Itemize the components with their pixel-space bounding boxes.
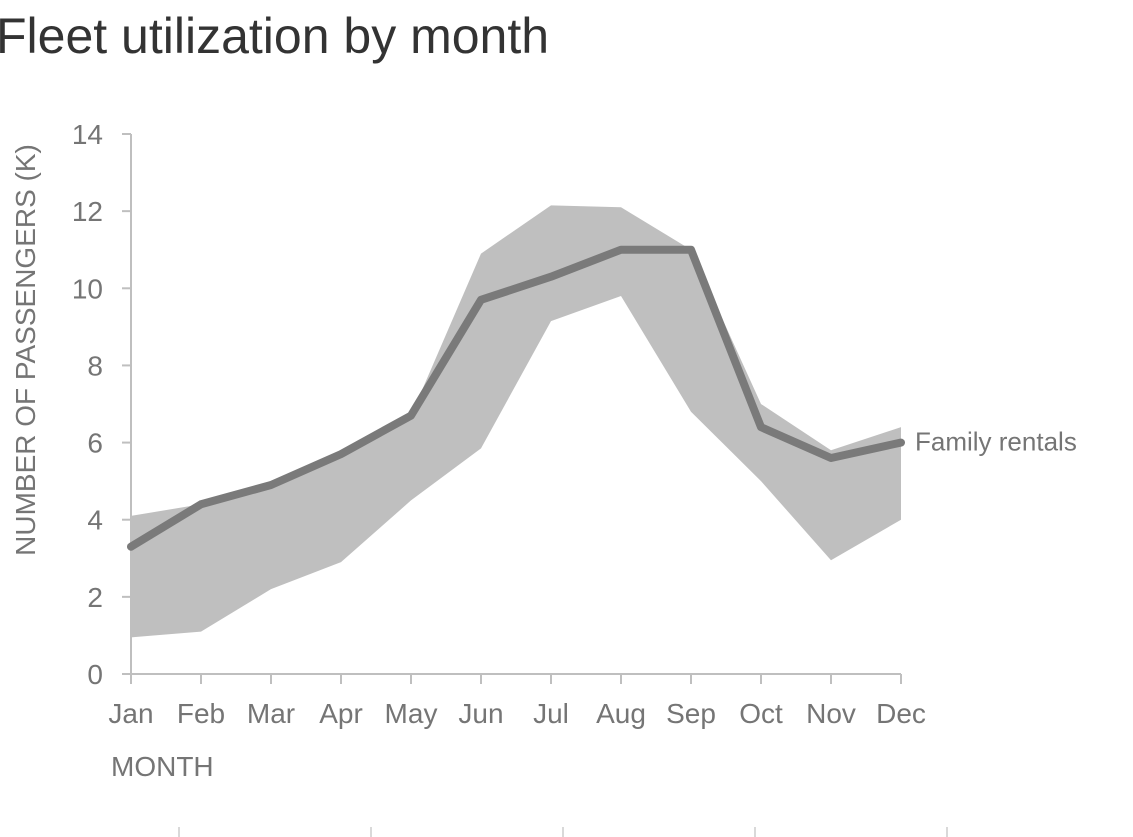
x-axis-ticks: Jan Feb Mar Apr May Jun Jul Aug Sep Oct Nov Dec	[108, 674, 926, 729]
x-tick-label: May	[385, 698, 438, 729]
y-tick-label: 14	[72, 119, 103, 150]
range-band	[131, 205, 901, 638]
x-tick-label: Nov	[806, 698, 856, 729]
x-tick-label: Jan	[108, 698, 153, 729]
x-tick-label: Jun	[458, 698, 503, 729]
series-label: Family rentals	[915, 427, 1077, 457]
y-axis-ticks: 0 2 4 6 8 10 12 14	[72, 119, 131, 690]
x-tick-label: Jul	[533, 698, 569, 729]
bottom-decorative-ticks	[178, 827, 948, 837]
x-tick-label: Feb	[177, 698, 225, 729]
axes	[130, 134, 901, 675]
chart-title: Fleet utilization by month	[0, 8, 550, 64]
y-tick-label: 4	[87, 505, 103, 536]
y-tick-label: 6	[87, 428, 103, 459]
x-tick-label: Apr	[319, 698, 363, 729]
y-axis-title: NUMBER OF PASSENGERS (K)	[10, 144, 41, 556]
y-tick-label: 2	[87, 582, 103, 613]
x-tick-label: Sep	[666, 698, 716, 729]
y-tick-label: 12	[72, 196, 103, 227]
x-tick-label: Mar	[247, 698, 295, 729]
y-tick-label: 8	[87, 350, 103, 381]
series-layer: Family rentals	[127, 245, 1077, 551]
y-tick-label: 0	[87, 659, 103, 690]
x-tick-label: Oct	[739, 698, 783, 729]
x-tick-label: Dec	[876, 698, 926, 729]
series-line	[127, 245, 905, 551]
x-axis-title: MONTH	[111, 751, 214, 782]
y-tick-label: 10	[72, 273, 103, 304]
range-band-layer	[131, 205, 901, 638]
x-tick-label: Aug	[596, 698, 646, 729]
